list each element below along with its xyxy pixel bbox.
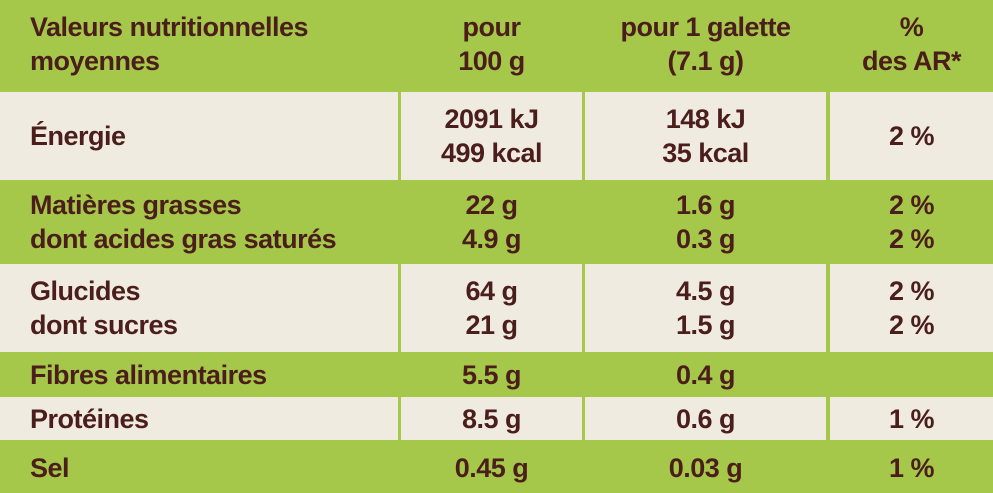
table-cell: Sel [0, 442, 398, 493]
cell-text: 2 % [888, 310, 935, 340]
table-cell: 0.03 g [585, 442, 826, 493]
cell-text: 1.5 g [675, 310, 736, 340]
cell-text: 0.3 g [675, 224, 736, 254]
cell-text: des AR* [861, 46, 962, 76]
table-cell: 0.4 g [585, 354, 826, 395]
cell-text: 64 g [465, 276, 518, 306]
cell-text: Valeurs nutritionnelles [30, 12, 309, 42]
table-cell: 1.6 g 0.3 g [585, 182, 826, 262]
cell-text: 0.6 g [675, 403, 736, 434]
table-cell: 64 g 21 g [401, 264, 582, 352]
table-cell: Protéines [0, 397, 398, 440]
cell-text: 2 % [888, 190, 935, 220]
cell-text: 22 g [465, 190, 518, 220]
table-cell: 22 g 4.9 g [401, 182, 582, 262]
table-cell: 8.5 g [401, 397, 582, 440]
table-cell: Glucides dont sucres [0, 264, 398, 352]
cell-text: 148 kJ [665, 104, 746, 134]
table-cell [830, 354, 993, 395]
cell-text: 8.5 g [461, 403, 522, 434]
cell-text: 21 g [465, 310, 518, 340]
table-cell: 148 kJ 35 kcal [585, 92, 826, 180]
cell-text: Glucides [30, 276, 141, 306]
cell-text: 1.6 g [675, 190, 736, 220]
cell-text: 1 % [888, 452, 935, 483]
cell-text: 1 % [888, 403, 935, 434]
cell-text: (7.1 g) [667, 46, 744, 76]
header-cell: pour 1 galette (7.1 g) [585, 0, 826, 88]
table-cell: 1 % [830, 442, 993, 493]
table-cell: 2 % 2 % [830, 182, 993, 262]
cell-text: moyennes [30, 46, 160, 76]
table-cell: 4.5 g 1.5 g [585, 264, 826, 352]
header-cell: Valeurs nutritionnelles moyennes [0, 0, 398, 88]
cell-text: 2 % [888, 224, 935, 254]
cell-text: Fibres alimentaires [30, 359, 267, 390]
header-cell: pour 100 g [401, 0, 582, 88]
cell-text: dont sucres [30, 310, 178, 340]
table-cell: 1 % [830, 397, 993, 440]
table-cell: 0.6 g [585, 397, 826, 440]
table-cell: 2 % [830, 92, 993, 180]
cell-text: pour 1 galette [620, 12, 791, 42]
cell-text: 5.5 g [461, 359, 522, 390]
table-cell: 5.5 g [401, 354, 582, 395]
cell-text: 0.03 g [668, 452, 743, 483]
cell-text: dont acides gras saturés [30, 224, 337, 254]
cell-text: 35 kcal [662, 138, 749, 168]
table-cell: 2 % 2 % [830, 264, 993, 352]
cell-text: % [899, 12, 924, 42]
table-cell: Fibres alimentaires [0, 354, 398, 395]
cell-text: 0.4 g [675, 359, 736, 390]
cell-text: Sel [30, 452, 70, 483]
header-cell: % des AR* [830, 0, 993, 88]
cell-text: Protéines [30, 403, 149, 434]
table-cell: Énergie [0, 92, 398, 180]
cell-text: 100 g [458, 46, 525, 76]
table-cell: Matières grasses dont acides gras saturés [0, 182, 398, 262]
table-cell: 2091 kJ 499 kcal [401, 92, 582, 180]
cell-text: 4.9 g [461, 224, 522, 254]
cell-text: 2091 kJ [444, 104, 539, 134]
cell-text: 2 % [888, 276, 935, 306]
cell-text: 499 kcal [440, 138, 543, 168]
table-cell: 0.45 g [401, 442, 582, 493]
cell-text: 4.5 g [675, 276, 736, 306]
cell-text: 2 % [888, 121, 935, 151]
cell-text: Énergie [30, 121, 126, 151]
cell-text: Matières grasses [30, 190, 242, 220]
cell-text: 0.45 g [454, 452, 529, 483]
cell-text: pour [462, 12, 522, 42]
